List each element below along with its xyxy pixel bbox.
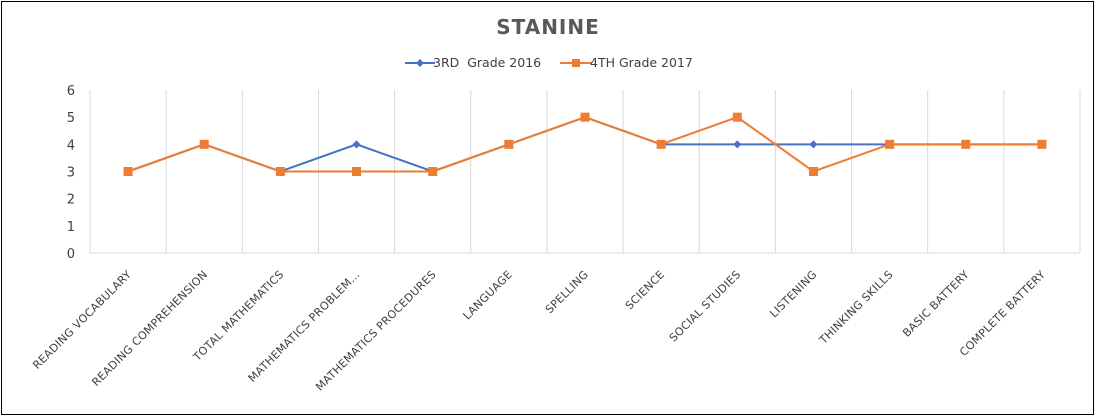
- series-2-point: [199, 139, 209, 149]
- y-tick-label: 6: [67, 84, 75, 99]
- y-tick-label: 5: [67, 111, 75, 126]
- y-tick-label: 1: [67, 220, 75, 235]
- legend-label-series-1: 3RD Grade 2016: [433, 55, 541, 70]
- x-category-label: SPELLING: [543, 268, 591, 316]
- series-1-point: [352, 140, 361, 149]
- x-category-label: BASIC BATTERY: [900, 268, 972, 340]
- series-group: [123, 112, 1047, 176]
- legend-marker-series-1: [416, 59, 424, 67]
- series-2-point: [352, 167, 362, 176]
- series-2-point: [961, 139, 971, 149]
- legend-label-series-2: 4TH Grade 2017: [590, 55, 693, 70]
- x-category-label: SOCIAL STUDIES: [667, 268, 744, 345]
- series-line-2: [127, 116, 1042, 173]
- series-2-point: [504, 139, 514, 149]
- legend-item-series-1: 3RD Grade 2016: [405, 55, 541, 70]
- x-category-label: MATHEMATICS PROCEDURES: [313, 268, 439, 394]
- series-2-point: [580, 112, 590, 122]
- y-tick-label: 0: [67, 247, 75, 262]
- chart-title: STANINE: [496, 15, 600, 39]
- series-2-point: [428, 167, 438, 176]
- legend: 3RD Grade 2016 4TH Grade 2017: [405, 55, 693, 70]
- series-2-point: [808, 167, 818, 176]
- series-2-point: [123, 167, 133, 176]
- y-axis-ticks: 0 1 2 3 4 5 6: [67, 84, 75, 262]
- legend-marker-series-2: [572, 59, 580, 67]
- series-2-point: [732, 112, 742, 122]
- series-1-point: [809, 140, 818, 149]
- gridlines: [89, 90, 1081, 254]
- y-tick-label: 4: [67, 138, 75, 153]
- legend-item-series-2: 4TH Grade 2017: [560, 55, 693, 70]
- x-category-label: SCIENCE: [623, 268, 667, 312]
- x-category-label: LANGUAGE: [461, 268, 515, 322]
- x-category-label: THINKING SKILLS: [816, 268, 895, 347]
- series-1-point: [733, 140, 742, 149]
- series-2-point: [656, 139, 666, 149]
- x-category-label: LISTENING: [767, 268, 819, 320]
- series-2-point: [885, 139, 895, 149]
- y-tick-label: 3: [67, 166, 75, 181]
- series-2-point: [1037, 139, 1047, 149]
- series-2-point: [275, 167, 285, 176]
- x-category-label: COMPLETE BATTERY: [957, 268, 1048, 359]
- y-tick-label: 2: [67, 193, 75, 208]
